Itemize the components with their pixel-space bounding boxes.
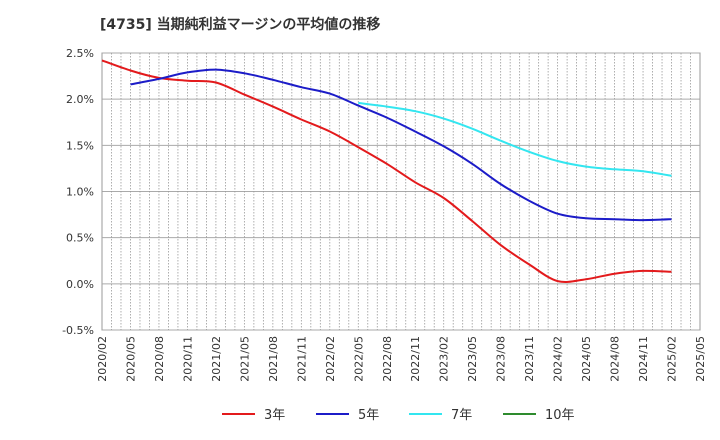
x-tick-label: 2020/11 (181, 336, 194, 382)
y-tick-label: 0.0% (66, 278, 94, 291)
series-line-1 (130, 68, 672, 222)
series-line-2 (358, 101, 672, 177)
legend: 3年 5年 7年 10年 (222, 408, 575, 423)
x-tick-label: 2022/05 (352, 336, 365, 382)
series-line-0 (101, 59, 672, 283)
x-tick-label: 2023/11 (523, 336, 536, 382)
y-tick-label: 1.0% (66, 186, 94, 199)
x-tick-label: 2023/02 (438, 336, 451, 382)
x-tick-label: 2022/02 (324, 336, 337, 382)
grid (101, 52, 701, 331)
x-tick-label: 2021/05 (238, 336, 251, 382)
chart-title: [4735] 当期純利益マージンの平均値の推移 (100, 16, 380, 33)
x-tick-label: 2021/11 (295, 336, 308, 382)
x-tick-label: 2024/08 (609, 336, 622, 382)
x-tick-label: 2025/02 (666, 336, 679, 382)
x-tick-label: 2020/05 (124, 336, 137, 382)
y-tick-label: 2.5% (66, 47, 94, 60)
x-tick-label: 2022/08 (381, 336, 394, 382)
x-tick-label: 2023/05 (466, 336, 479, 382)
legend-label-3: 10年 (545, 408, 575, 423)
legend-label-0: 3年 (264, 408, 285, 423)
y-tick-label: 2.0% (66, 93, 94, 106)
y-tick-label: -0.5% (62, 324, 94, 337)
x-tick-label: 2021/02 (210, 336, 223, 382)
y-axis: 2.5% 2.0% 1.5% 1.0% 0.5% 0.0% -0.5% (62, 47, 94, 337)
series-lines (101, 59, 672, 283)
x-tick-label: 2023/08 (495, 336, 508, 382)
y-tick-label: 1.5% (66, 139, 94, 152)
x-tick-label: 2024/05 (580, 336, 593, 382)
x-tick-label: 2021/08 (267, 336, 280, 382)
x-tick-label: 2020/08 (153, 336, 166, 382)
x-tick-label: 2022/11 (409, 336, 422, 382)
x-tick-label: 2024/02 (552, 336, 565, 382)
legend-label-1: 5年 (358, 408, 379, 423)
y-tick-label: 0.5% (66, 232, 94, 245)
x-tick-label: 2024/11 (637, 336, 650, 382)
legend-label-2: 7年 (451, 408, 472, 423)
x-tick-label: 2025/05 (694, 336, 707, 382)
x-axis: 2020/02 2020/05 2020/08 2020/11 2021/02 2021/… (96, 336, 707, 382)
x-tick-label: 2020/02 (96, 336, 109, 382)
